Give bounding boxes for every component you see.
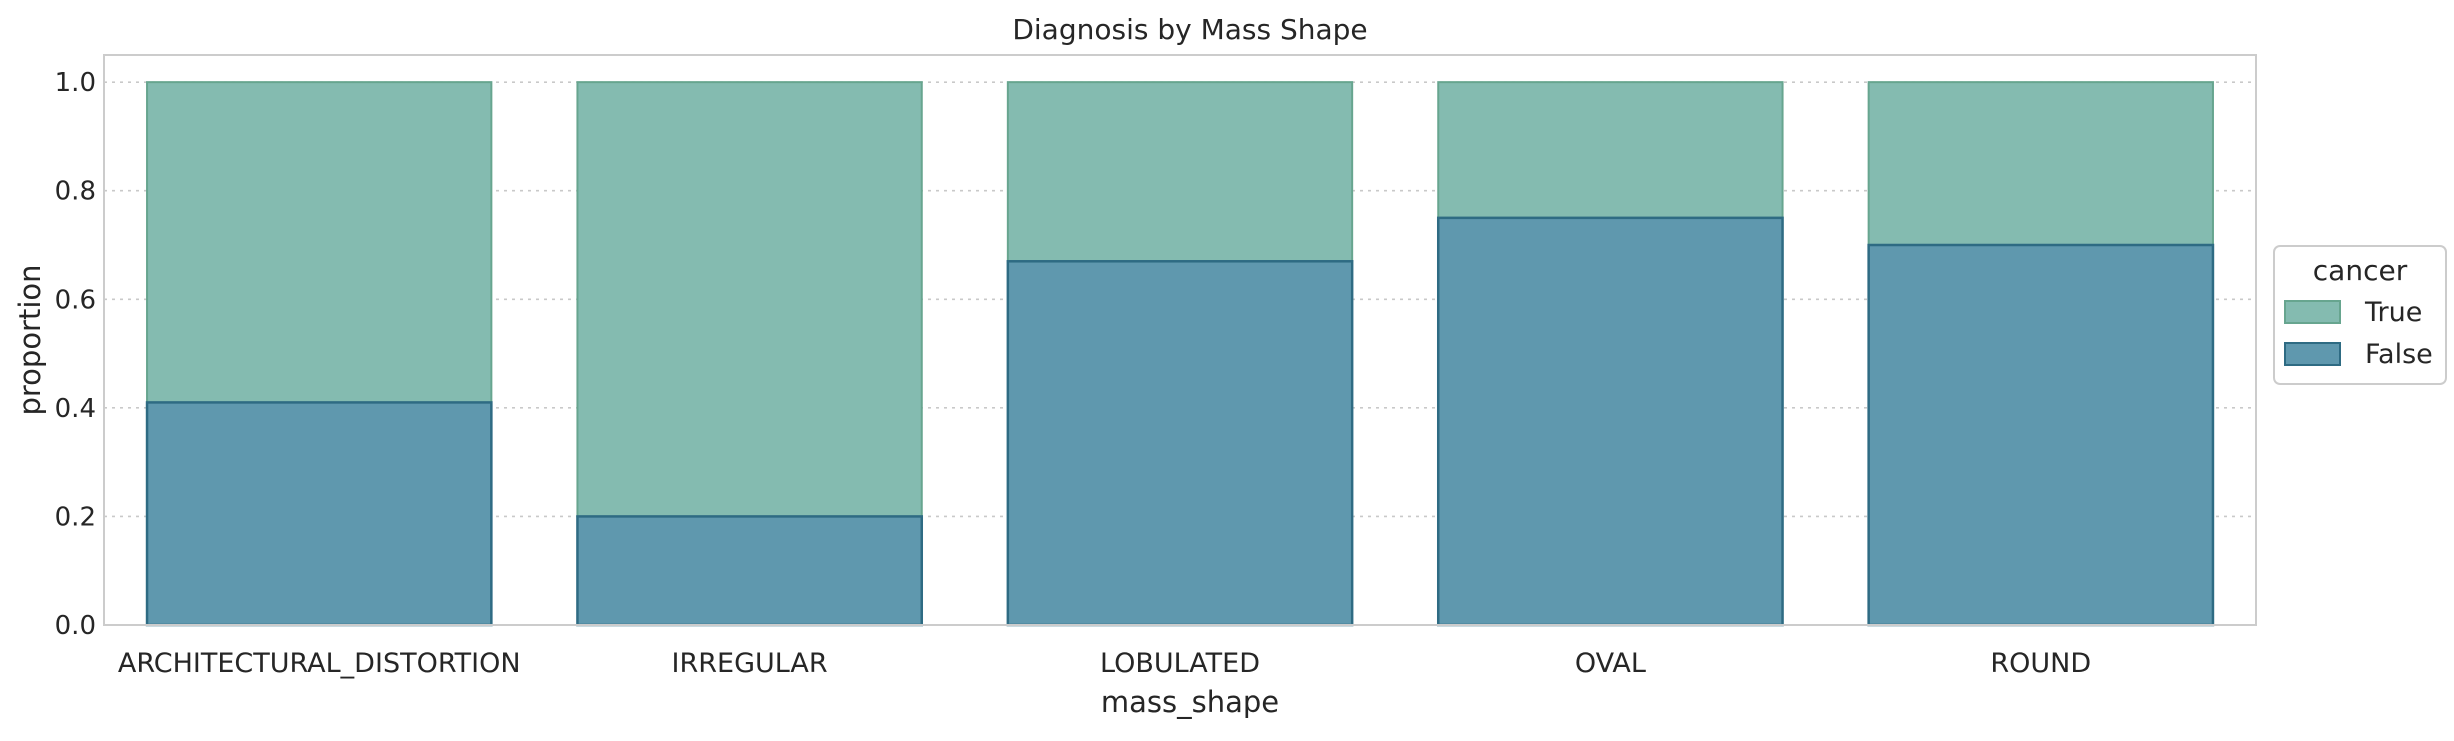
legend-swatch-true [2284,300,2341,324]
x-tick-label: LOBULATED [1100,648,1260,679]
chart-title: Diagnosis by Mass Shape [1012,13,1367,46]
x-tick-label: IRREGULAR [672,648,828,679]
x-tick-label: ARCHITECTURAL_DISTORTION [118,648,521,679]
bar-false [145,401,493,627]
bar-false [1006,260,1354,627]
y-tick-layer: 0.0 0.2 0.4 0.6 0.8 1.0 [55,68,96,641]
x-tick-layer: ARCHITECTURAL_DISTORTION IRREGULAR LOBULAT… [118,648,2091,679]
y-tick-label: 0.6 [55,285,96,315]
x-axis-label: mass_shape [1101,685,1279,719]
plot-frame [103,54,2257,626]
bar-false [1436,216,1784,627]
y-tick-label: 0.2 [55,502,96,532]
y-tick-label: 0.8 [55,177,96,207]
legend-title: cancer [2313,254,2408,287]
bar-false [1867,243,2215,627]
y-tick-label: 1.0 [55,68,96,98]
bar-false [576,515,924,627]
bar-true [576,81,923,518]
y-axis-label: proportion [13,264,47,415]
bar-true [1006,81,1354,263]
legend: cancer True False [2273,245,2447,385]
legend-label-true: True [2364,297,2422,328]
y-tick-label: 0.0 [55,611,96,641]
bar-true [1867,81,2214,247]
y-tick-label: 0.4 [55,394,96,424]
bar-layer [145,81,2215,627]
bar-true [1437,81,1784,219]
x-tick-label: ROUND [1990,648,2091,679]
legend-label-false: False [2365,339,2433,370]
bar-true [146,81,493,404]
x-tick-label: OVAL [1575,648,1646,679]
legend-swatch-false [2284,342,2341,366]
